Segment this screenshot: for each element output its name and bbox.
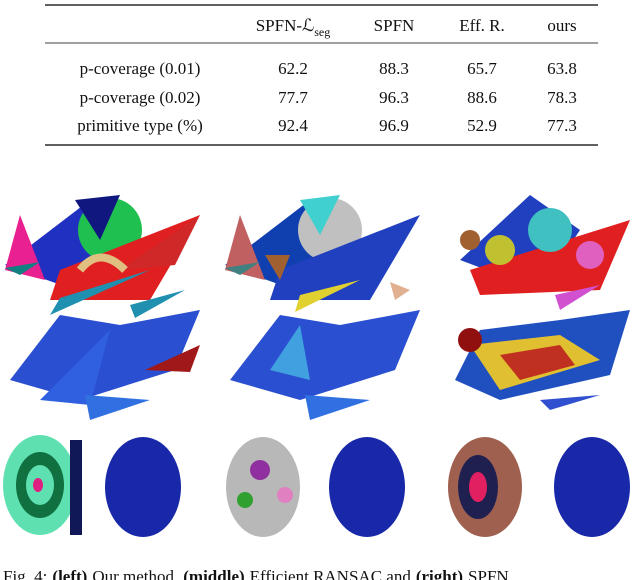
caption-bold: (right) [416, 567, 463, 580]
caption-text: Efficient RANSAC and [250, 567, 412, 580]
caption: Fig. 4: (left) Our method, (middle) Efficien… [3, 567, 509, 580]
row-label: p-coverage (0.01) [80, 59, 201, 78]
table-cell: 77.7 [278, 88, 308, 107]
caption-label: Fig. 4: [3, 567, 47, 580]
column-header: SPFN-ℒseg [256, 16, 331, 39]
table-cell: 63.8 [547, 59, 577, 78]
header-main: SPFN-ℒ [256, 16, 315, 35]
row-label: primitive type (%) [77, 116, 203, 135]
column-header: Eff. R. [459, 16, 505, 35]
segmentation-ransac [225, 195, 420, 312]
table-cell: 88.6 [467, 88, 497, 107]
header-sub: seg [314, 25, 330, 39]
error-ransac [230, 310, 420, 420]
table-cell: 65.7 [467, 59, 497, 78]
table-body: p-coverage (0.01) 62.2 88.3 65.7 63.8 p-cover… [77, 59, 577, 135]
column-header: ours [547, 16, 576, 35]
caption-text: SPFN [468, 567, 509, 580]
table-cell: 96.9 [379, 116, 409, 135]
caption-text: Our method, [92, 567, 178, 580]
table-cell: 88.3 [379, 59, 409, 78]
table-cell: 78.3 [547, 88, 577, 107]
row-label: p-coverage (0.02) [80, 88, 201, 107]
caption-bold: (middle) [183, 567, 244, 580]
table-cell: 92.4 [278, 116, 308, 135]
column-header: SPFN [374, 16, 415, 35]
segmentation-spfn [460, 195, 630, 310]
table-cell: 62.2 [278, 59, 308, 78]
table-cell: 77.3 [547, 116, 577, 135]
table-cell: 96.3 [379, 88, 409, 107]
segmentation-ours [5, 195, 200, 318]
error-ours [10, 310, 200, 420]
discs [3, 435, 630, 537]
caption-bold: (left) [52, 567, 87, 580]
table-cell: 52.9 [467, 116, 497, 135]
figure [3, 195, 630, 537]
error-spfn [455, 310, 630, 410]
